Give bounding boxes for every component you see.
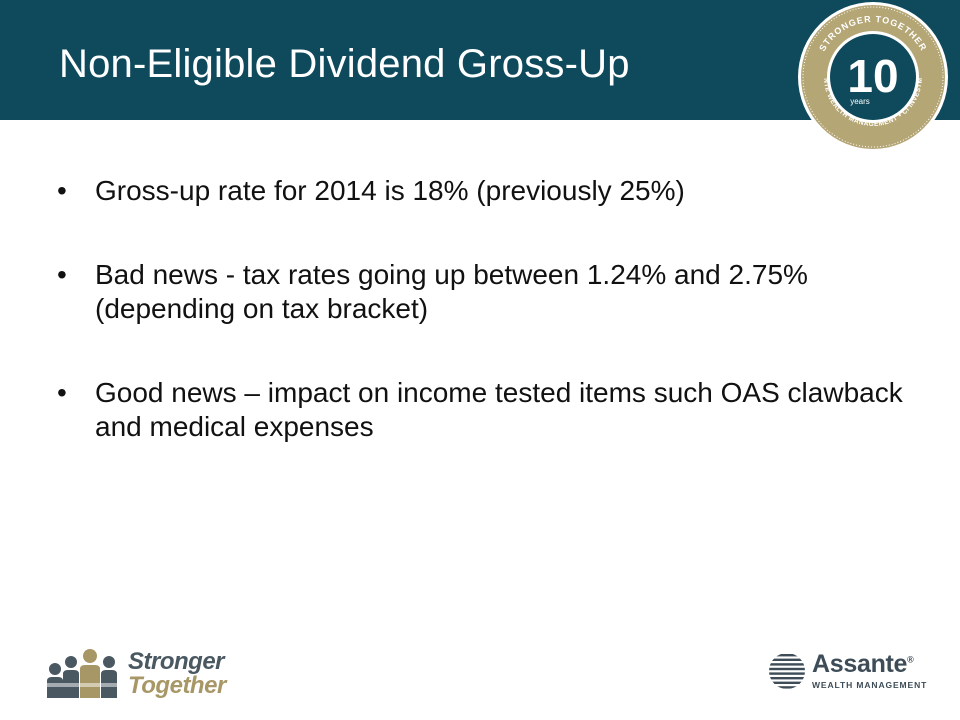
seal-dotted-edge: [802, 6, 944, 148]
assante-subtitle: WEALTH MANAGEMENT: [812, 680, 928, 690]
bullet-list: • Gross-up rate for 2014 is 18% (previou…: [57, 174, 917, 444]
assante-logo: Assante® WEALTH MANAGEMENT: [768, 650, 938, 694]
bullet-item: • Bad news - tax rates going up between …: [57, 258, 917, 326]
globe-icon: [769, 654, 805, 689]
stronger-together-logo: Stronger Together: [44, 648, 274, 700]
anniversary-seal: STRONGER TOGETHER ASSANTE WEALTH MANAGEM…: [796, 0, 948, 152]
seal-years-label: years: [850, 97, 870, 106]
bullet-marker: •: [57, 175, 67, 206]
people-group-icon: [47, 649, 117, 698]
assante-wordmark: Assante®: [812, 650, 914, 678]
bullet-marker: •: [57, 259, 67, 290]
seal-number: 10: [847, 50, 898, 102]
seal-center: [830, 34, 916, 120]
bullet-marker: •: [57, 377, 67, 408]
slide-title: Non-Eligible Dividend Gross-Up: [59, 42, 630, 86]
bullet-item: • Good news – impact on income tested it…: [57, 376, 917, 444]
bullet-text: Bad news - tax rates going up between 1.…: [95, 259, 808, 324]
bullet-text: Good news – impact on income tested item…: [95, 377, 903, 442]
logo-word-stronger: Stronger: [128, 648, 225, 675]
logo-word-together: Together: [128, 672, 226, 699]
bullet-text: Gross-up rate for 2014 is 18% (previousl…: [95, 175, 685, 206]
bullet-item: • Gross-up rate for 2014 is 18% (previou…: [57, 174, 917, 208]
